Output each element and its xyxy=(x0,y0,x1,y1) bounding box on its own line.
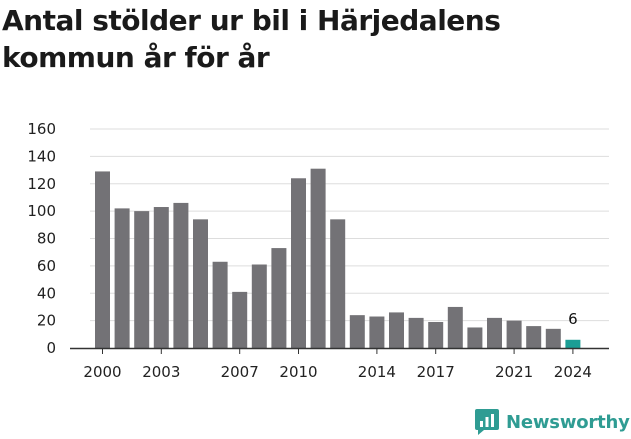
bar-2017 xyxy=(428,321,444,348)
x-tick-label: 2014 xyxy=(358,363,396,381)
y-tick-label: 0 xyxy=(46,339,56,357)
bar-2007 xyxy=(232,291,248,348)
y-tick-label: 140 xyxy=(27,147,56,165)
newsworthy-logo-icon xyxy=(475,409,499,435)
data-label: 6 xyxy=(568,310,578,328)
bar-2011 xyxy=(310,168,326,348)
bar-2013 xyxy=(349,315,365,348)
y-tick-label: 160 xyxy=(27,120,56,138)
bar-2018 xyxy=(447,306,463,348)
data-labels: 6 xyxy=(568,310,578,328)
x-tick-label: 2007 xyxy=(221,363,259,381)
bar-2012 xyxy=(330,219,346,348)
bar-2023 xyxy=(545,328,561,348)
bar-2008 xyxy=(251,264,267,348)
bar-2005 xyxy=(193,219,208,348)
bar-2003 xyxy=(153,207,169,348)
bar-2024 xyxy=(565,339,581,348)
bar-2002 xyxy=(134,211,150,348)
bar-2006 xyxy=(212,261,228,348)
bar-2009 xyxy=(271,248,287,348)
y-tick-label: 120 xyxy=(27,175,56,193)
x-tick-label: 2003 xyxy=(142,363,180,381)
y-tick-label: 80 xyxy=(37,230,56,248)
x-tick-label: 2010 xyxy=(279,363,317,381)
bar-2016 xyxy=(408,317,424,348)
y-tick-label: 40 xyxy=(37,284,56,302)
bar-2015 xyxy=(389,312,404,348)
bar-2010 xyxy=(291,178,306,348)
bar-2021 xyxy=(506,320,522,348)
y-tick-label: 20 xyxy=(37,312,56,330)
x-tick-label: 2021 xyxy=(495,363,533,381)
bar-2019 xyxy=(467,327,483,348)
y-tick-label: 60 xyxy=(37,257,56,275)
bar-2000 xyxy=(95,171,110,348)
bar-series xyxy=(95,168,581,348)
newsworthy-logo[interactable]: Newsworthy xyxy=(474,407,630,437)
bar-2014 xyxy=(369,316,385,348)
bar-2001 xyxy=(114,208,130,348)
chart-title: Antal stölder ur bil i Härjedalens kommu… xyxy=(2,4,501,74)
y-tick-label: 100 xyxy=(27,202,56,220)
bar-2004 xyxy=(173,202,189,348)
x-tick-label: 2017 xyxy=(417,363,455,381)
newsworthy-logo-text: Newsworthy xyxy=(506,411,630,433)
x-axis: 2000 2003 2007 2010 2014 2017 2021 2024 xyxy=(70,347,609,381)
y-axis-tick-labels: 0 20 40 60 80 100 120 140 160 xyxy=(27,120,56,357)
x-tick-label: 2024 xyxy=(554,363,592,381)
bar-2020 xyxy=(487,317,502,348)
x-tick-label: 2000 xyxy=(83,363,121,381)
bar-2022 xyxy=(526,326,542,348)
